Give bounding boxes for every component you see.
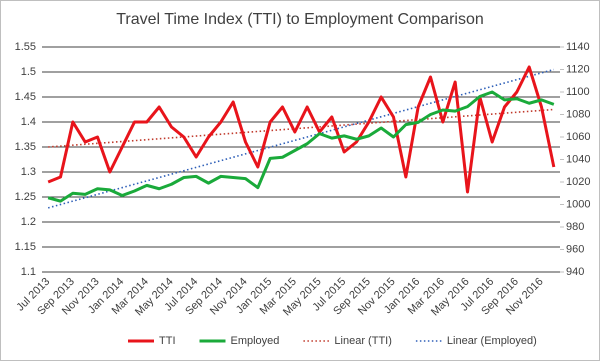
- y2-tick-label: 1120: [566, 63, 590, 75]
- y-tick-label: 1.35: [15, 141, 36, 153]
- y2-tick-label: 960: [566, 243, 584, 255]
- legend-label: Linear (Employed): [447, 335, 537, 347]
- trend-line: [48, 108, 554, 148]
- legend-label: Linear (TTI): [334, 335, 391, 347]
- y2-tick-label: 980: [566, 221, 584, 233]
- y-tick-label: 1.4: [21, 116, 36, 128]
- y-tick-label: 1.25: [15, 191, 36, 203]
- y2-tick-label: 1100: [566, 86, 590, 98]
- legend-label: Employed: [231, 335, 280, 347]
- y-tick-label: 1.55: [15, 41, 36, 53]
- legend-label: TTI: [159, 335, 176, 347]
- data-line: [47, 90, 555, 203]
- y2-tick-label: 1060: [566, 131, 590, 143]
- y2-tick-label: 1040: [566, 153, 590, 165]
- y-tick-label: 1.5: [21, 66, 36, 78]
- trend-line: [47, 68, 555, 209]
- y2-tick-label: 1080: [566, 108, 590, 120]
- chart-title: Travel Time Index (TTI) to Employment Co…: [116, 11, 484, 28]
- y-tick-label: 1.2: [21, 216, 36, 228]
- y2-tick-label: 1000: [566, 198, 590, 210]
- y2-tick-label: 1140: [566, 41, 590, 53]
- y-tick-label: 1.1: [21, 266, 36, 278]
- y-tick-label: 1.15: [15, 241, 36, 253]
- y-tick-label: 1.45: [15, 91, 36, 103]
- y2-tick-label: 940: [566, 266, 584, 278]
- y2-tick-label: 1020: [566, 176, 590, 188]
- data-line: [47, 65, 556, 194]
- y-tick-label: 1.3: [21, 166, 36, 178]
